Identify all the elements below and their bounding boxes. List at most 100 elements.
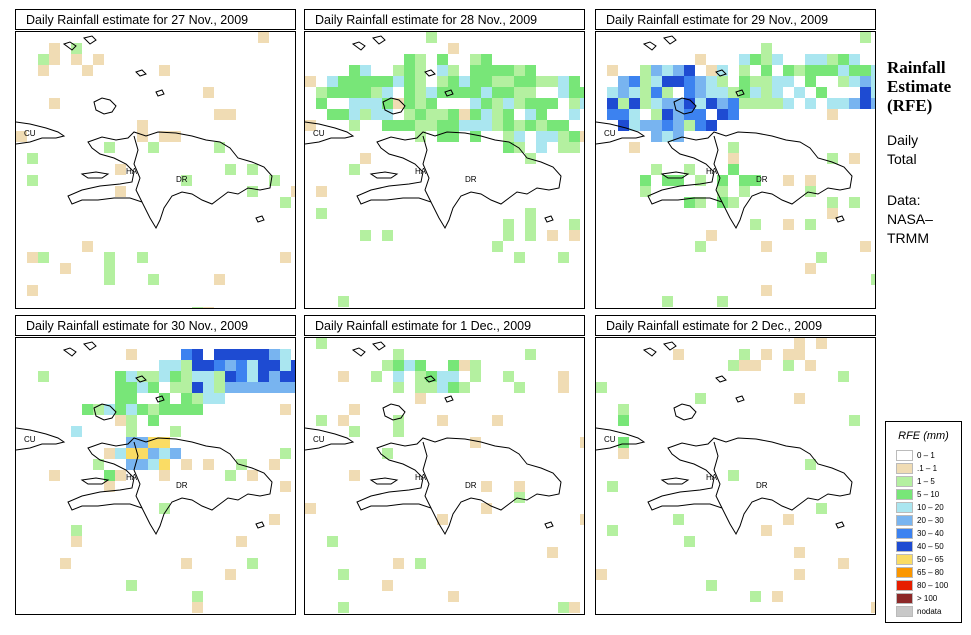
rainfall-cell bbox=[247, 382, 258, 393]
rainfall-cell bbox=[393, 76, 404, 87]
rainfall-cell bbox=[750, 76, 761, 87]
rainfall-cell bbox=[236, 536, 247, 547]
rainfall-cell bbox=[203, 360, 214, 371]
rainfall-cell bbox=[503, 109, 514, 120]
rainfall-cell bbox=[618, 120, 629, 131]
rainfall-cell bbox=[360, 87, 371, 98]
rainfall-cell bbox=[805, 186, 816, 197]
rainfall-cell bbox=[640, 175, 651, 186]
rainfall-cell bbox=[514, 65, 525, 76]
rainfall-cell bbox=[849, 65, 860, 76]
map-frame: CU HA DR bbox=[595, 31, 876, 309]
rainfall-cell bbox=[426, 87, 437, 98]
rainfall-cell bbox=[192, 602, 203, 613]
rainfall-cell bbox=[104, 274, 115, 285]
rainfall-cell bbox=[415, 54, 426, 65]
rainfall-cell bbox=[607, 87, 618, 98]
rainfall-cell bbox=[426, 32, 437, 43]
rainfall-cell bbox=[181, 360, 192, 371]
data-source-line: Data: bbox=[887, 192, 921, 208]
rainfall-cell bbox=[761, 349, 772, 360]
rainfall-cell bbox=[805, 360, 816, 371]
rainfall-cell bbox=[838, 65, 849, 76]
rainfall-cell bbox=[827, 65, 838, 76]
rainfall-cell bbox=[305, 503, 316, 514]
island-coastline bbox=[642, 347, 657, 357]
rainfall-cell bbox=[404, 65, 415, 76]
island-coastline bbox=[351, 41, 366, 51]
map-frame: CU HA DR bbox=[304, 31, 585, 309]
rainfall-cell bbox=[137, 252, 148, 263]
rainfall-cell bbox=[651, 120, 662, 131]
rainfall-cell bbox=[525, 98, 536, 109]
rainfall-cell bbox=[137, 404, 148, 415]
rainfall-cell bbox=[805, 175, 816, 186]
rainfall-cell bbox=[415, 382, 426, 393]
rainfall-cell bbox=[805, 219, 816, 230]
rainfall-cell bbox=[558, 120, 569, 131]
island-coastline bbox=[835, 521, 845, 529]
rainfall-cell bbox=[717, 109, 728, 120]
island-coastline bbox=[255, 215, 265, 223]
legend-swatch bbox=[896, 541, 913, 552]
rainfall-cell bbox=[247, 558, 258, 569]
rainfall-cell bbox=[360, 230, 371, 241]
rainfall-cell bbox=[338, 602, 349, 613]
country-label: DR bbox=[465, 481, 477, 490]
rainfall-cell bbox=[684, 76, 695, 87]
rainfall-cell bbox=[492, 65, 503, 76]
rainfall-cell bbox=[706, 580, 717, 591]
rainfall-cell bbox=[126, 415, 137, 426]
rainfall-cell bbox=[481, 54, 492, 65]
rainfall-cell bbox=[338, 371, 349, 382]
rainfall-cell bbox=[629, 109, 640, 120]
legend-item: 0 – 1 bbox=[896, 450, 935, 461]
island-coastline bbox=[424, 69, 436, 77]
rainfall-cell bbox=[393, 371, 404, 382]
rainfall-cell bbox=[382, 120, 393, 131]
rainfall-cell bbox=[280, 197, 291, 208]
rainfall-cell bbox=[137, 459, 148, 470]
rainfall-cell bbox=[159, 404, 170, 415]
data-source-line: NASA– bbox=[887, 211, 933, 227]
cuba-coastline bbox=[596, 121, 646, 145]
rainfall-cell bbox=[558, 76, 569, 87]
panel-title: Daily Rainfall estimate for 30 Nov., 200… bbox=[15, 315, 296, 336]
rainfall-cell bbox=[27, 252, 38, 263]
rainfall-cell bbox=[104, 252, 115, 263]
rainfall-cell bbox=[503, 230, 514, 241]
rainfall-cell bbox=[148, 415, 159, 426]
legend-item: 80 – 100 bbox=[896, 580, 948, 591]
rainfall-cell bbox=[514, 120, 525, 131]
rainfall-cell bbox=[618, 448, 629, 459]
legend-swatch bbox=[896, 593, 913, 604]
rainfall-cell bbox=[640, 120, 651, 131]
rainfall-cell bbox=[115, 404, 126, 415]
rainfall-cell bbox=[596, 382, 607, 393]
rainfall-cell bbox=[71, 525, 82, 536]
rainfall-cell bbox=[827, 153, 838, 164]
cuba-coastline bbox=[16, 121, 66, 145]
rainfall-cell bbox=[860, 241, 871, 252]
rainfall-cell bbox=[772, 76, 783, 87]
rainfall-cell bbox=[104, 448, 115, 459]
island-coastline bbox=[382, 403, 406, 421]
rainfall-cell bbox=[525, 87, 536, 98]
rainfall-cell bbox=[673, 98, 684, 109]
legend-item: 20 – 30 bbox=[896, 515, 944, 526]
rainfall-cell bbox=[772, 98, 783, 109]
rainfall-cell bbox=[159, 65, 170, 76]
island-coastline bbox=[444, 395, 454, 403]
rainfall-cell bbox=[49, 43, 60, 54]
rainfall-cell bbox=[514, 76, 525, 87]
rainfall-cell bbox=[514, 142, 525, 153]
rainfall-cell bbox=[170, 404, 181, 415]
rainfall-cell bbox=[338, 76, 349, 87]
rainfall-cell bbox=[816, 65, 827, 76]
rainfall-cell bbox=[827, 208, 838, 219]
rainfall-cell bbox=[860, 76, 871, 87]
rainfall-cell bbox=[794, 569, 805, 580]
country-label: HA bbox=[415, 473, 427, 482]
rainfall-cell bbox=[739, 349, 750, 360]
rainfall-cell bbox=[148, 404, 159, 415]
